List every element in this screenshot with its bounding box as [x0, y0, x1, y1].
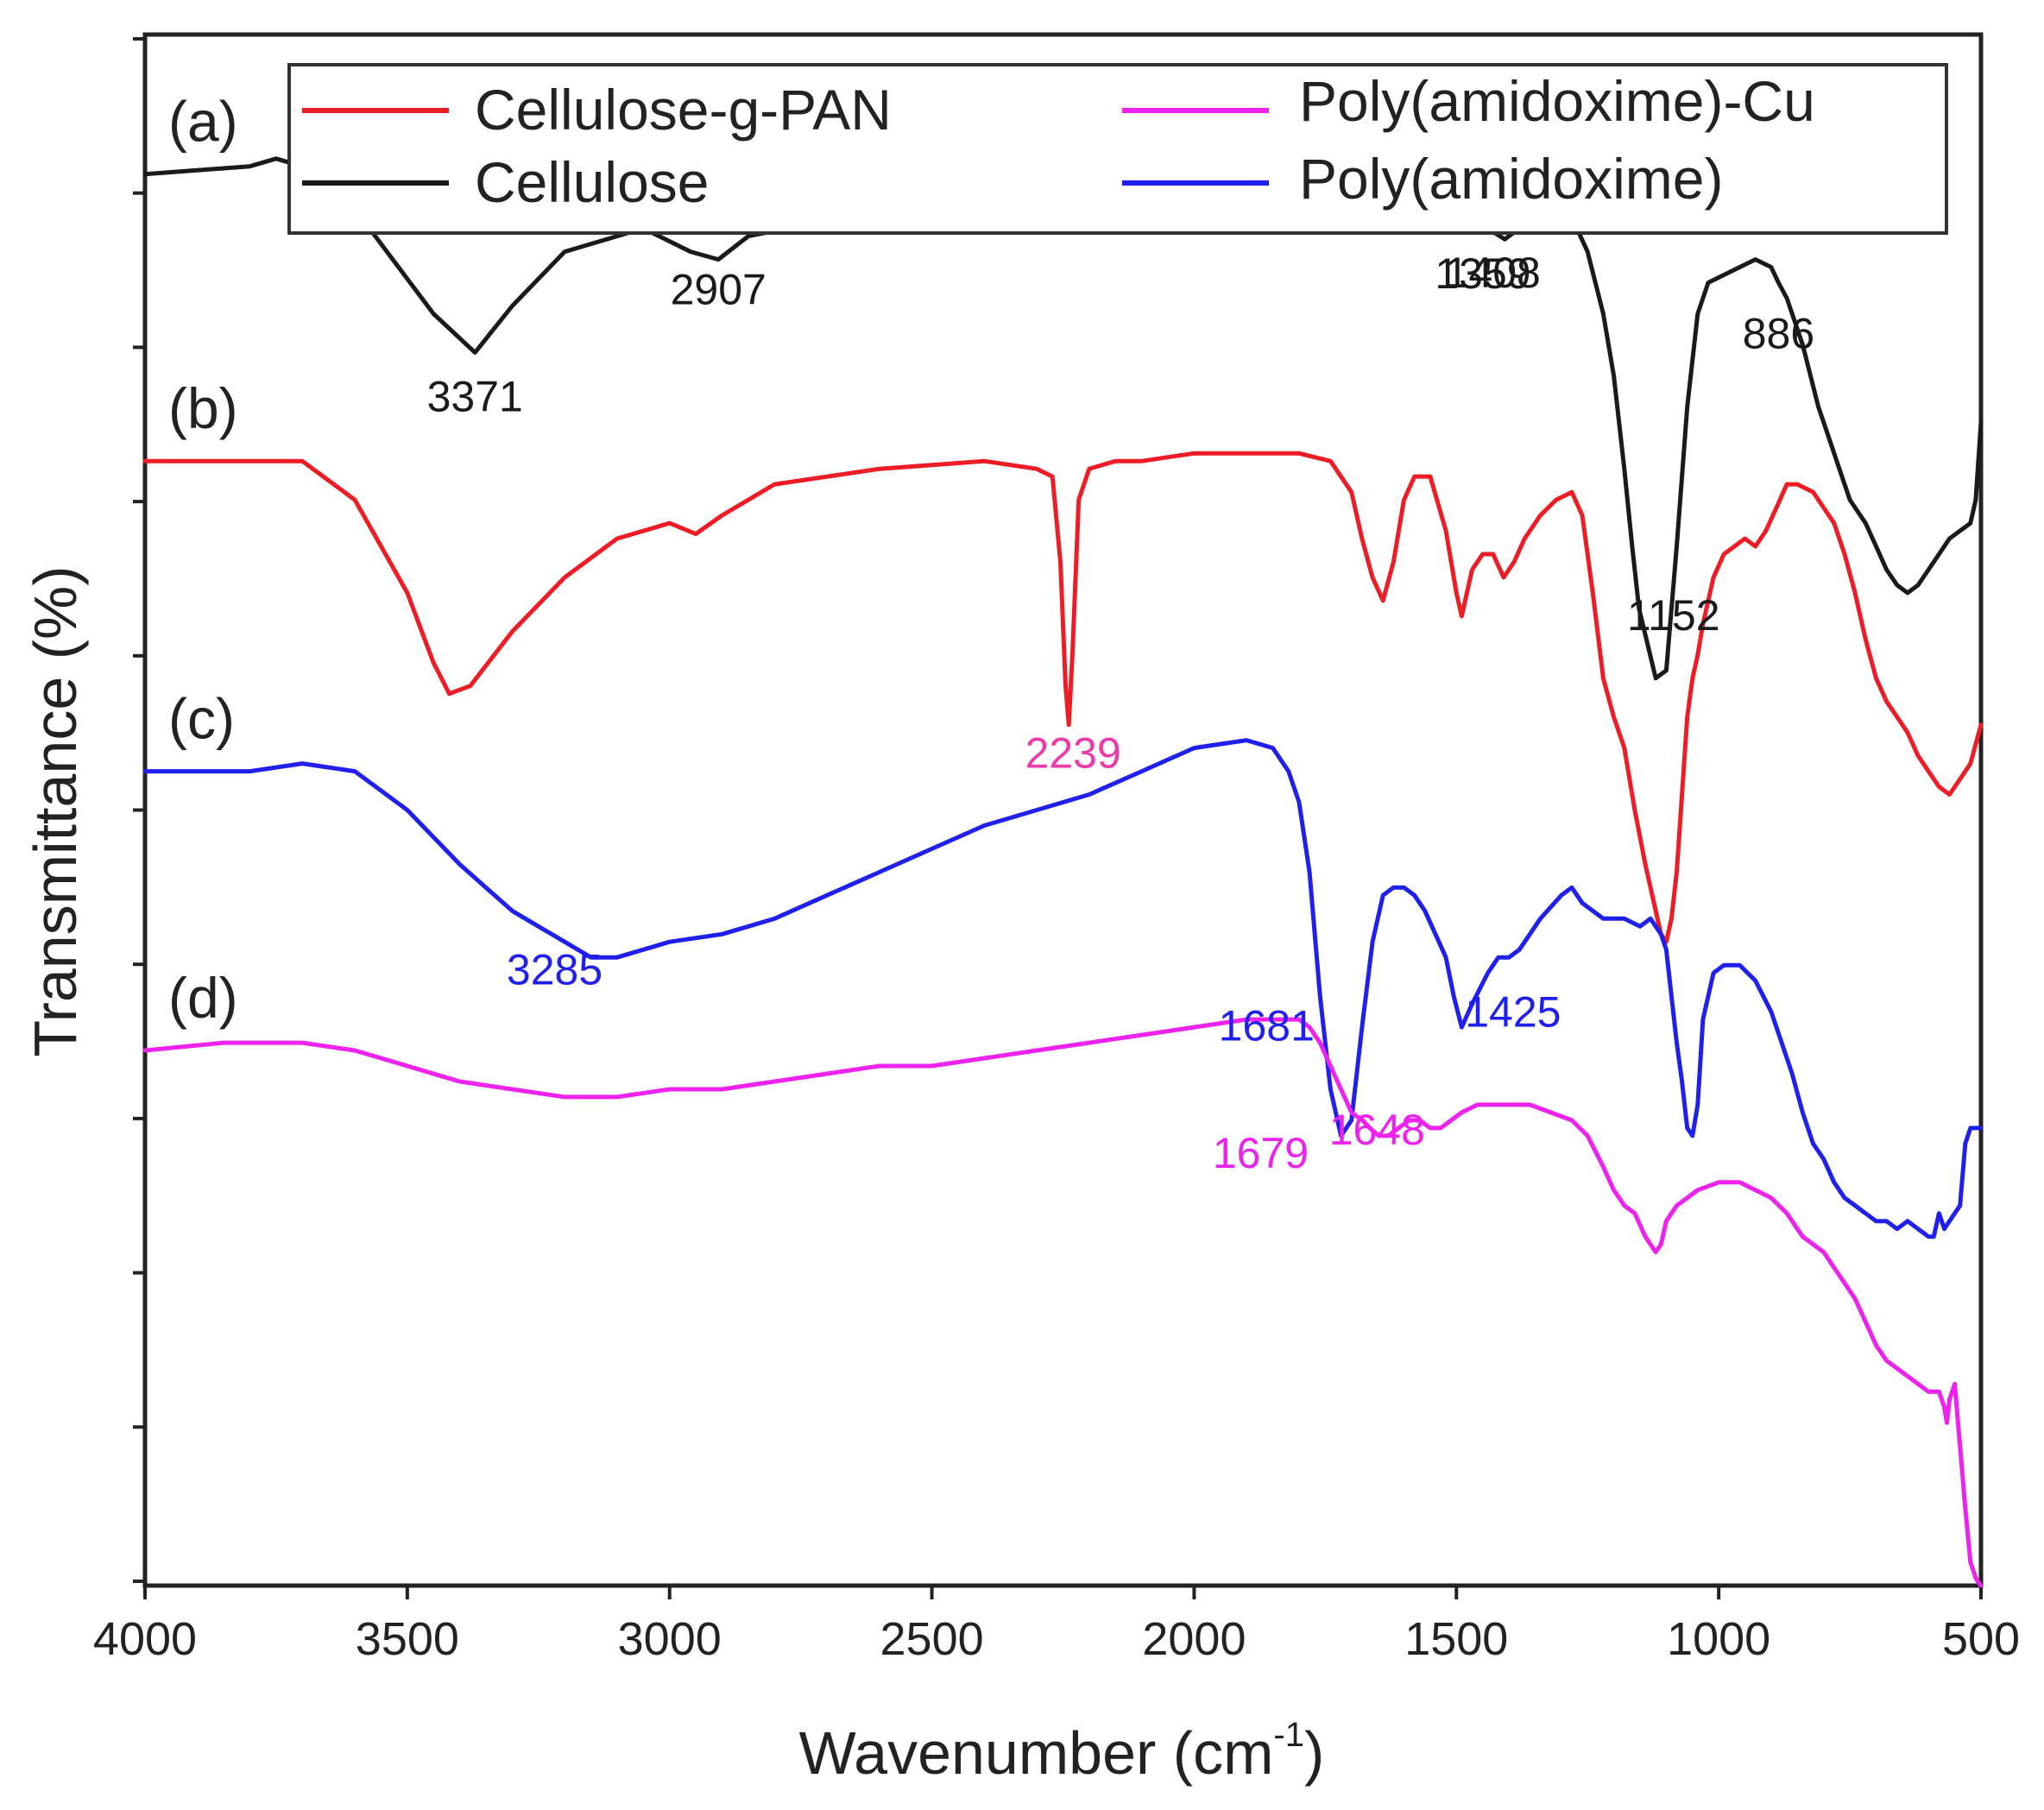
x-axis-label: Wavenumber (cm-1)	[799, 1716, 1325, 1787]
panel-label-d: (d)	[168, 966, 238, 1030]
series-lines	[142, 148, 1984, 1588]
peak-label-3285: 3285	[507, 946, 602, 994]
x-tick-label-1500: 1500	[1404, 1613, 1508, 1665]
x-axis-ticks: 4000 3500 3000 2500 2000 1500 1000 500	[93, 1586, 2020, 1665]
panel-label-a: (a)	[168, 90, 238, 154]
panel-label-c: (c)	[168, 687, 235, 751]
peak-label-2907: 2907	[671, 266, 766, 314]
peak-label-1681: 1681	[1219, 1001, 1315, 1050]
y-axis-label: Transmittance (%)	[22, 565, 89, 1056]
peak-label-1679: 1679	[1213, 1129, 1309, 1177]
legend-label-poly-amidoxime: Poly(amidoxime)	[1299, 147, 1723, 211]
x-axis-label-end: )	[1304, 1719, 1324, 1787]
x-tick-label-2000: 2000	[1142, 1613, 1246, 1665]
peak-label-1359: 1359	[1435, 249, 1530, 298]
peak-label-1152: 1152	[1627, 591, 1720, 640]
peak-label-1648: 1648	[1329, 1106, 1425, 1154]
x-tick-label-500: 500	[1942, 1613, 2020, 1665]
peak-label-1408: 1408	[1445, 249, 1541, 297]
series-line-cellulose-g-pan	[142, 451, 1984, 944]
peak-label-2239: 2239	[1025, 729, 1121, 778]
peak-label-886: 886	[1743, 310, 1814, 358]
panel-labels: (a) (b) (c) (d)	[168, 90, 238, 1030]
x-tick-label-4000: 4000	[93, 1613, 197, 1665]
legend: Cellulose-g-PAN Poly(amidoxime)-Cu Cellu…	[287, 63, 1948, 235]
peak-label-3371: 3371	[427, 372, 523, 420]
series-line-cellulose	[142, 148, 1984, 681]
y-axis-ticks	[133, 37, 145, 1583]
x-tick-label-3500: 3500	[356, 1613, 459, 1665]
legend-label-cellulose: Cellulose	[475, 150, 709, 214]
peak-label-1425: 1425	[1465, 988, 1561, 1037]
series-line-poly-amidoxime	[142, 738, 1984, 1239]
legend-label-cellulose-g-pan: Cellulose-g-PAN	[475, 78, 892, 142]
x-axis-label-main: Wavenumber (cm	[799, 1719, 1274, 1787]
legend-box	[287, 63, 1948, 235]
x-tick-label-3000: 3000	[618, 1613, 722, 1665]
legend-label-poly-amidoxime-cu: Poly(amidoxime)-Cu	[1299, 69, 1815, 133]
plot-area	[142, 32, 1984, 1588]
x-tick-label-1000: 1000	[1667, 1613, 1770, 1665]
panel-label-b: (b)	[168, 376, 238, 440]
x-axis-label-superscript: -1	[1273, 1716, 1304, 1754]
peak-annotations: 3371290716241408135988611522239328516811…	[427, 184, 1815, 1177]
x-tick-label-2500: 2500	[880, 1613, 984, 1665]
series-line-poly-amidoxime-cu	[142, 1017, 1984, 1588]
